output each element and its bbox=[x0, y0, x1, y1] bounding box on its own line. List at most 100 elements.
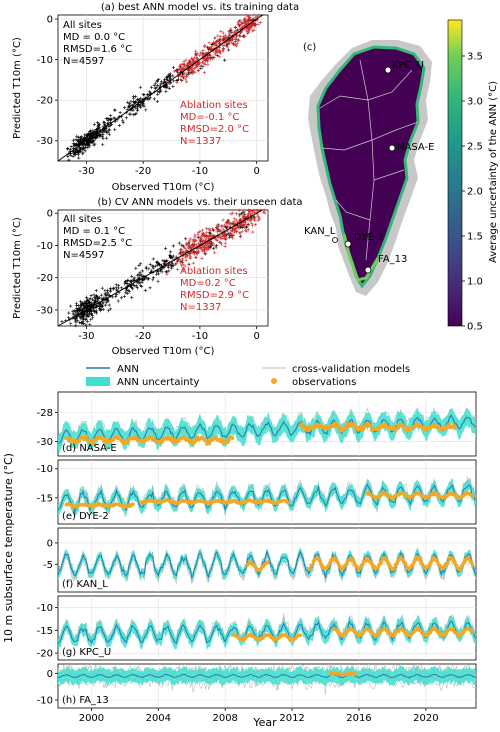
ablation-point bbox=[189, 60, 193, 64]
panel-a-stats-all: All sites MD = 0.0 °C RMSD=1.6 °C N=4597 bbox=[63, 20, 132, 67]
all-sites-point bbox=[240, 211, 244, 216]
map-panel-label: (c) bbox=[303, 42, 316, 53]
all-sites-point bbox=[158, 89, 163, 93]
ablation-point bbox=[220, 236, 224, 241]
all-sites-point bbox=[116, 299, 120, 303]
all-sites-point bbox=[113, 127, 117, 132]
all-sites-point bbox=[92, 122, 96, 127]
ablation-point bbox=[221, 227, 225, 232]
all-sites-point bbox=[60, 319, 64, 324]
ablation-point bbox=[250, 209, 254, 214]
all-sites-point bbox=[161, 82, 165, 86]
all-sites-point bbox=[169, 254, 173, 258]
all-sites-point bbox=[157, 262, 161, 266]
x-tick-label: -10 bbox=[192, 331, 208, 342]
ablation-point bbox=[238, 235, 242, 239]
ablation-point bbox=[191, 242, 195, 246]
all-sites-point bbox=[79, 303, 83, 308]
all-sites-point bbox=[88, 308, 92, 312]
observation-point bbox=[453, 560, 457, 565]
all-sites-point bbox=[93, 310, 97, 314]
ablation-point bbox=[232, 30, 236, 35]
all-sites-point bbox=[171, 262, 175, 266]
ablation-point bbox=[191, 261, 195, 265]
all-sites-point bbox=[138, 262, 143, 266]
panel-plot-area bbox=[58, 407, 476, 454]
ann-line bbox=[58, 673, 476, 679]
all-sites-point bbox=[130, 274, 134, 278]
all-sites-point bbox=[76, 307, 80, 311]
all-sites-point bbox=[141, 92, 145, 97]
all-sites-point bbox=[165, 78, 169, 82]
all-sites-point bbox=[119, 296, 124, 300]
ablation-point bbox=[233, 43, 237, 47]
all-sites-point bbox=[129, 284, 133, 289]
all-sites-point bbox=[75, 134, 79, 138]
ablation-point bbox=[216, 235, 220, 239]
ablation-point bbox=[177, 257, 181, 261]
ablation-point bbox=[225, 36, 230, 40]
ablation-point bbox=[192, 245, 196, 249]
ablation-point bbox=[216, 38, 220, 42]
all-sites-point bbox=[177, 241, 181, 245]
ablation-point bbox=[252, 13, 256, 17]
all-sites-point bbox=[87, 313, 91, 317]
observation-point bbox=[446, 560, 450, 565]
observation-point bbox=[230, 436, 235, 440]
all-sites-point bbox=[137, 98, 141, 102]
site-label-dye-2: DYE-2 bbox=[354, 232, 384, 243]
ablation-point bbox=[182, 268, 186, 272]
ablation-point bbox=[205, 246, 209, 250]
all-sites-point bbox=[101, 120, 106, 124]
all-sites-point bbox=[213, 36, 217, 40]
all-sites-point bbox=[106, 309, 111, 313]
ablation-point bbox=[221, 46, 225, 50]
observation-point bbox=[176, 439, 181, 444]
all-sites-point bbox=[164, 85, 168, 89]
observation-point bbox=[470, 563, 475, 567]
observation-point bbox=[368, 423, 373, 428]
year-tick-label: 2000 bbox=[79, 713, 104, 724]
ablation-point bbox=[228, 33, 232, 37]
site-marker-dye-2 bbox=[344, 240, 352, 248]
all-sites-point bbox=[125, 288, 129, 293]
ablation-point bbox=[214, 246, 218, 250]
ablation-point bbox=[188, 63, 192, 67]
all-sites-point bbox=[163, 259, 167, 264]
ablation-point bbox=[257, 217, 261, 221]
ablation-point bbox=[208, 46, 212, 50]
ablation-point bbox=[232, 220, 236, 224]
all-sites-point bbox=[168, 250, 173, 254]
all-sites-point bbox=[149, 91, 153, 95]
observation-point bbox=[352, 560, 357, 565]
all-sites-point bbox=[107, 303, 111, 307]
all-sites-point bbox=[101, 136, 105, 140]
ablation-point bbox=[243, 228, 248, 232]
x-tick-label: 0 bbox=[253, 166, 259, 177]
all-sites-point bbox=[87, 301, 91, 305]
all-sites-point bbox=[107, 128, 112, 132]
ablation-point bbox=[209, 44, 214, 48]
ablation-point bbox=[194, 65, 198, 69]
ablation-point bbox=[192, 56, 196, 60]
all-sites-point bbox=[167, 86, 171, 90]
observation-point bbox=[220, 437, 224, 442]
ablation-point bbox=[205, 241, 210, 245]
ablation-point bbox=[201, 245, 205, 249]
y-tick-label: 0 bbox=[47, 669, 53, 680]
all-sites-point bbox=[89, 132, 93, 136]
ablation-point bbox=[220, 242, 224, 246]
x-tick-label: -30 bbox=[78, 166, 94, 177]
all-sites-point bbox=[124, 116, 128, 120]
observation-point bbox=[404, 563, 408, 567]
all-sites-point bbox=[171, 264, 175, 268]
all-sites-point bbox=[91, 130, 95, 135]
ablation-point bbox=[178, 63, 183, 67]
observation-point bbox=[435, 560, 440, 564]
all-sites-point bbox=[85, 309, 89, 313]
all-sites-point bbox=[163, 80, 167, 84]
ann-uncertainty-band bbox=[58, 477, 476, 517]
all-sites-point bbox=[72, 313, 76, 317]
ablation-point bbox=[199, 237, 203, 241]
ablation-point bbox=[241, 223, 245, 228]
